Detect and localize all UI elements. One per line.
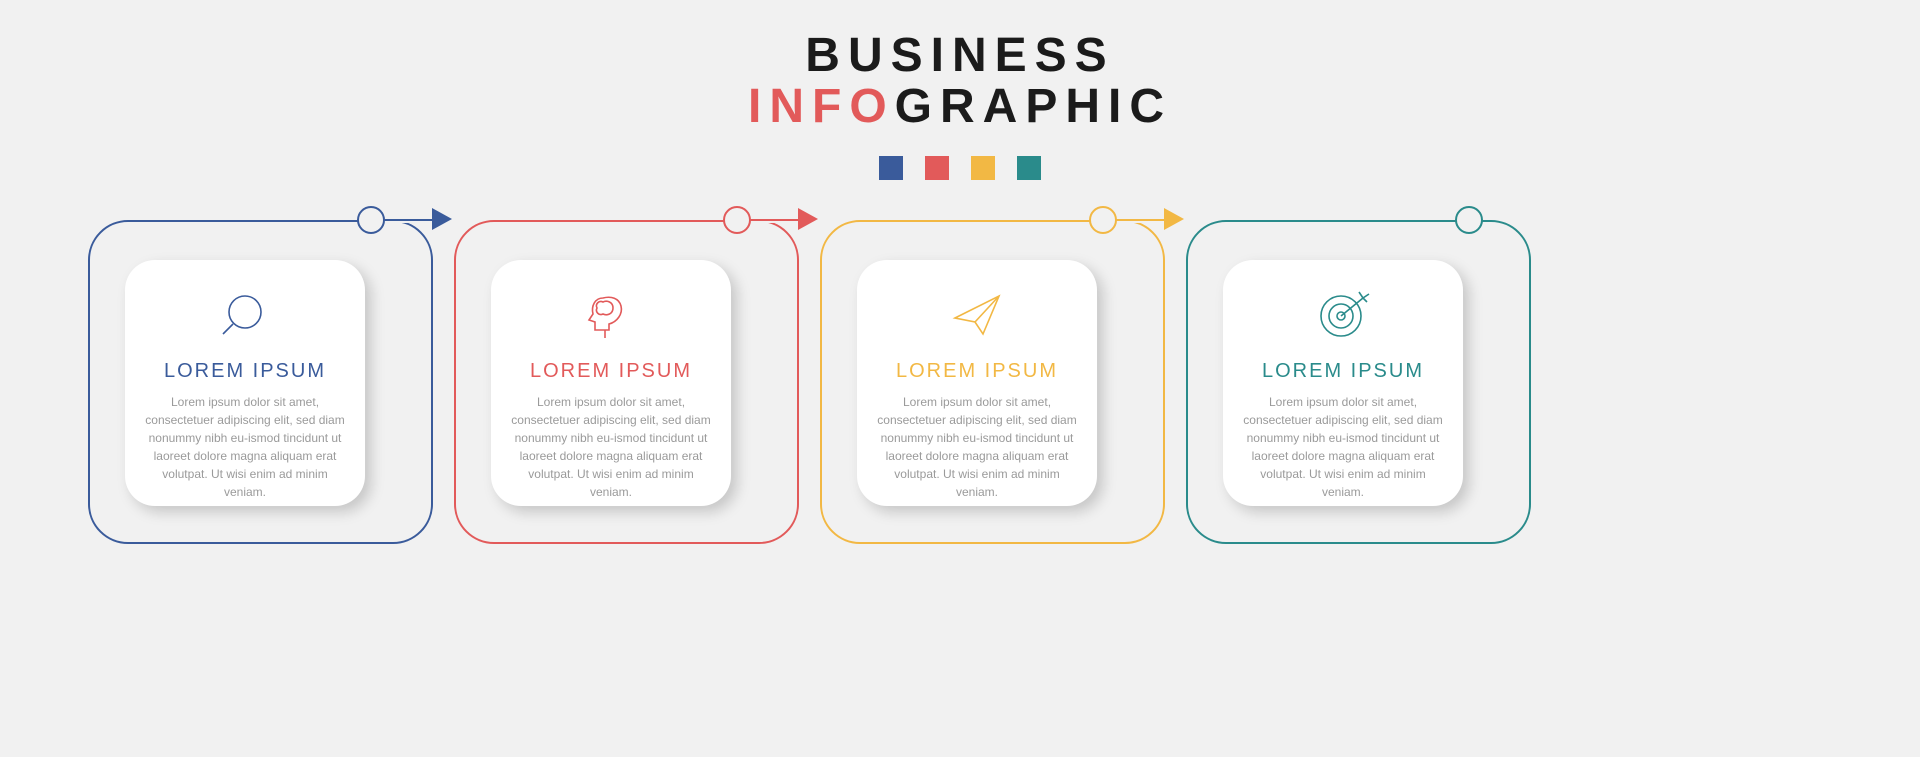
target-icon — [1313, 286, 1373, 346]
card-title: LOREM IPSUM — [896, 360, 1058, 383]
step-card: LOREM IPSUM Lorem ipsum dolor sit amet, c… — [1223, 260, 1463, 506]
card-body: Lorem ipsum dolor sit amet, consectetuer… — [145, 393, 345, 501]
infographic-stage: LOREM IPSUM Lorem ipsum dolor sit amet, c… — [0, 0, 1920, 757]
step-card: LOREM IPSUM Lorem ipsum dolor sit amet, c… — [125, 260, 365, 506]
step-3: LOREM IPSUM Lorem ipsum dolor sit amet, c… — [820, 220, 1165, 544]
connector-dot — [357, 206, 385, 234]
connector-dot — [1455, 206, 1483, 234]
connector-dot — [723, 206, 751, 234]
connector-arrow-icon — [1164, 208, 1184, 230]
card-title: LOREM IPSUM — [1262, 360, 1424, 383]
step-4: LOREM IPSUM Lorem ipsum dolor sit amet, c… — [1186, 220, 1531, 544]
step-card: LOREM IPSUM Lorem ipsum dolor sit amet, c… — [857, 260, 1097, 506]
card-body: Lorem ipsum dolor sit amet, consectetuer… — [511, 393, 711, 501]
brain-head-icon — [581, 286, 641, 346]
card-title: LOREM IPSUM — [530, 360, 692, 383]
connector-arrow-icon — [798, 208, 818, 230]
connector-arrow-icon — [432, 208, 452, 230]
magnifier-icon — [215, 286, 275, 346]
step-card: LOREM IPSUM Lorem ipsum dolor sit amet, c… — [491, 260, 731, 506]
card-body: Lorem ipsum dolor sit amet, consectetuer… — [877, 393, 1077, 501]
step-2: LOREM IPSUM Lorem ipsum dolor sit amet, c… — [454, 220, 799, 544]
card-body: Lorem ipsum dolor sit amet, consectetuer… — [1243, 393, 1443, 501]
step-1: LOREM IPSUM Lorem ipsum dolor sit amet, c… — [88, 220, 433, 544]
paper-plane-icon — [947, 286, 1007, 346]
card-title: LOREM IPSUM — [164, 360, 326, 383]
connector-dot — [1089, 206, 1117, 234]
